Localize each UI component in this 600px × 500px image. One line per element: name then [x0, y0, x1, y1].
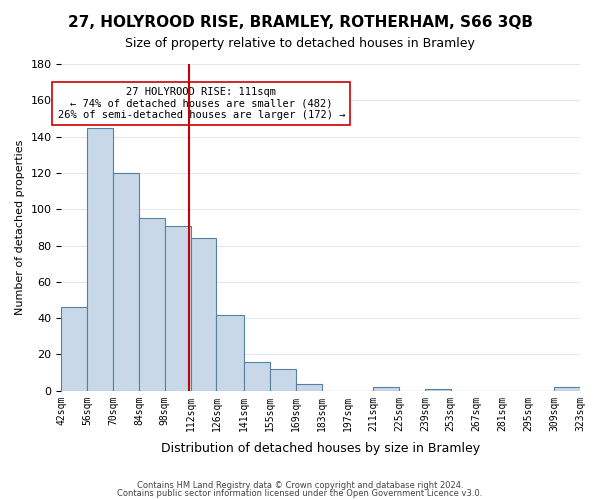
Bar	[425, 389, 451, 391]
Bar	[554, 387, 580, 391]
Text: Contains public sector information licensed under the Open Government Licence v3: Contains public sector information licen…	[118, 488, 482, 498]
Text: 27 HOLYROOD RISE: 111sqm
← 74% of detached houses are smaller (482)
26% of semi-: 27 HOLYROOD RISE: 111sqm ← 74% of detach…	[58, 87, 345, 120]
Bar	[373, 387, 399, 391]
Text: Size of property relative to detached houses in Bramley: Size of property relative to detached ho…	[125, 38, 475, 51]
Bar	[87, 128, 113, 391]
X-axis label: Distribution of detached houses by size in Bramley: Distribution of detached houses by size …	[161, 442, 480, 455]
Bar	[270, 369, 296, 391]
Bar	[139, 218, 165, 391]
Bar	[113, 173, 139, 391]
Bar	[165, 226, 191, 391]
Text: 27, HOLYROOD RISE, BRAMLEY, ROTHERHAM, S66 3QB: 27, HOLYROOD RISE, BRAMLEY, ROTHERHAM, S…	[67, 15, 533, 30]
Bar	[191, 238, 217, 391]
Bar	[296, 384, 322, 391]
Y-axis label: Number of detached properties: Number of detached properties	[15, 140, 25, 315]
Text: Contains HM Land Registry data © Crown copyright and database right 2024.: Contains HM Land Registry data © Crown c…	[137, 481, 463, 490]
Bar	[244, 362, 270, 391]
Bar	[217, 314, 244, 391]
Bar	[61, 308, 87, 391]
